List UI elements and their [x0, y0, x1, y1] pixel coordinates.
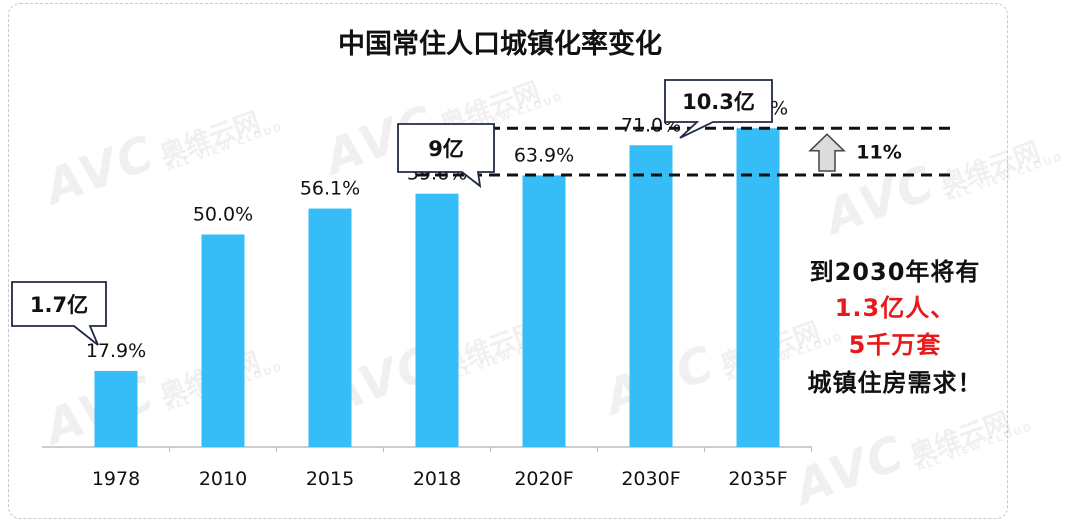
- callout-box: [11, 281, 107, 346]
- gap-label: 11%: [856, 142, 901, 164]
- x-tick-label: 1978: [92, 468, 140, 490]
- chart-frame: [8, 3, 1008, 519]
- chart-title: 中国常住人口城镇化率变化: [338, 29, 662, 60]
- callout-box: [397, 123, 495, 189]
- x-tick-label: 2035F: [728, 468, 787, 490]
- bar: [522, 175, 566, 448]
- callout-label: 1.7亿: [30, 293, 88, 317]
- up-arrow-icon: [808, 133, 846, 172]
- note-line-3: 5千万套: [848, 331, 942, 359]
- bar: [308, 208, 352, 447]
- data-label: 50.0%: [193, 204, 253, 226]
- x-tick-label: 2018: [413, 468, 461, 490]
- bar: [736, 128, 780, 447]
- note-line-2: 1.3亿人、: [834, 294, 956, 322]
- x-tick-label: 2020F: [514, 468, 573, 490]
- callout-box: [664, 79, 773, 139]
- x-tick-label: 2030F: [621, 468, 680, 490]
- callout-label: 9亿: [428, 137, 464, 161]
- callout-label: 10.3亿: [682, 90, 755, 114]
- data-label: 56.1%: [300, 178, 360, 200]
- note-line-1: 到2030年将有: [809, 258, 981, 286]
- bar: [94, 370, 138, 447]
- bar: [201, 234, 245, 447]
- bar: [415, 193, 459, 447]
- data-label: 63.9%: [514, 144, 574, 166]
- data-label: 17.9%: [86, 340, 146, 362]
- note-line-4: 城镇住房需求！: [807, 369, 983, 397]
- x-tick-label: 2010: [199, 468, 247, 490]
- bar: [629, 145, 673, 447]
- x-tick-label: 2015: [306, 468, 354, 490]
